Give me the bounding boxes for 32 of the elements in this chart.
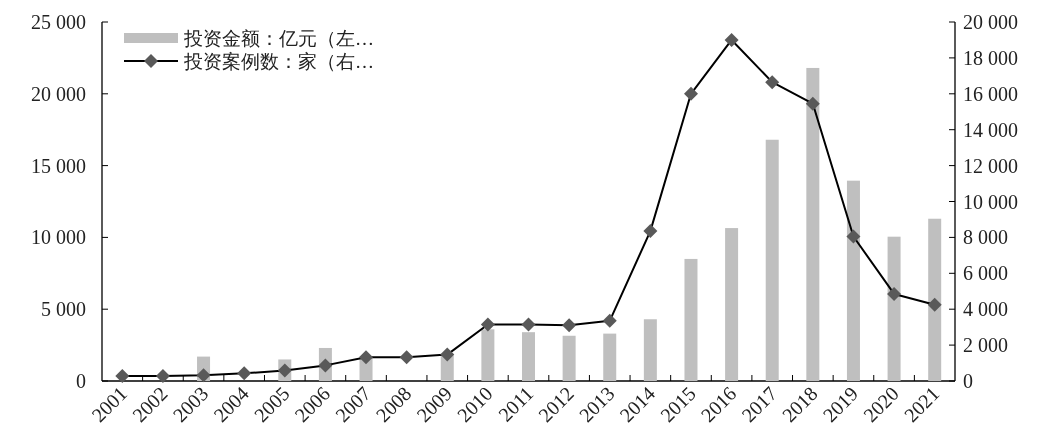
y2-tick-label: 20 000 <box>963 11 1018 33</box>
x-tick-label: 2011 <box>494 382 538 426</box>
y2-tick-label: 8 000 <box>963 226 1008 249</box>
bar <box>806 67 820 381</box>
y2-tick-label: 14 000 <box>963 118 1018 141</box>
bar <box>522 332 535 381</box>
y-tick-label: 5 000 <box>41 298 86 321</box>
y-tick-label: 15 000 <box>31 154 86 177</box>
bar <box>928 218 942 381</box>
y2-tick-label: 12 000 <box>963 154 1018 177</box>
y2-tick-label: 16 000 <box>963 82 1018 105</box>
y-tick-label: 20 000 <box>31 82 86 105</box>
bar <box>643 319 657 381</box>
bar <box>846 180 860 381</box>
bar <box>684 258 698 381</box>
legend-label: 投资金额：亿元（左… <box>183 28 374 49</box>
bar <box>887 236 901 381</box>
bar <box>562 335 576 381</box>
y-tick-label: 0 <box>76 370 86 392</box>
y-tick-label: 25 000 <box>31 11 86 33</box>
bar <box>765 139 779 381</box>
bar <box>725 228 739 381</box>
y2-tick-label: 6 000 <box>963 262 1008 285</box>
y2-tick-label: 4 000 <box>963 298 1008 321</box>
bar <box>481 329 495 381</box>
legend-label: 投资案例数：家（右… <box>183 51 374 72</box>
y2-tick-label: 10 000 <box>963 190 1018 213</box>
y2-tick-label: 2 000 <box>963 334 1008 357</box>
bar <box>603 333 617 381</box>
y-tick-label: 10 000 <box>31 226 86 249</box>
y2-tick-label: 18 000 <box>963 46 1018 69</box>
y2-tick-label: 0 <box>963 370 973 392</box>
